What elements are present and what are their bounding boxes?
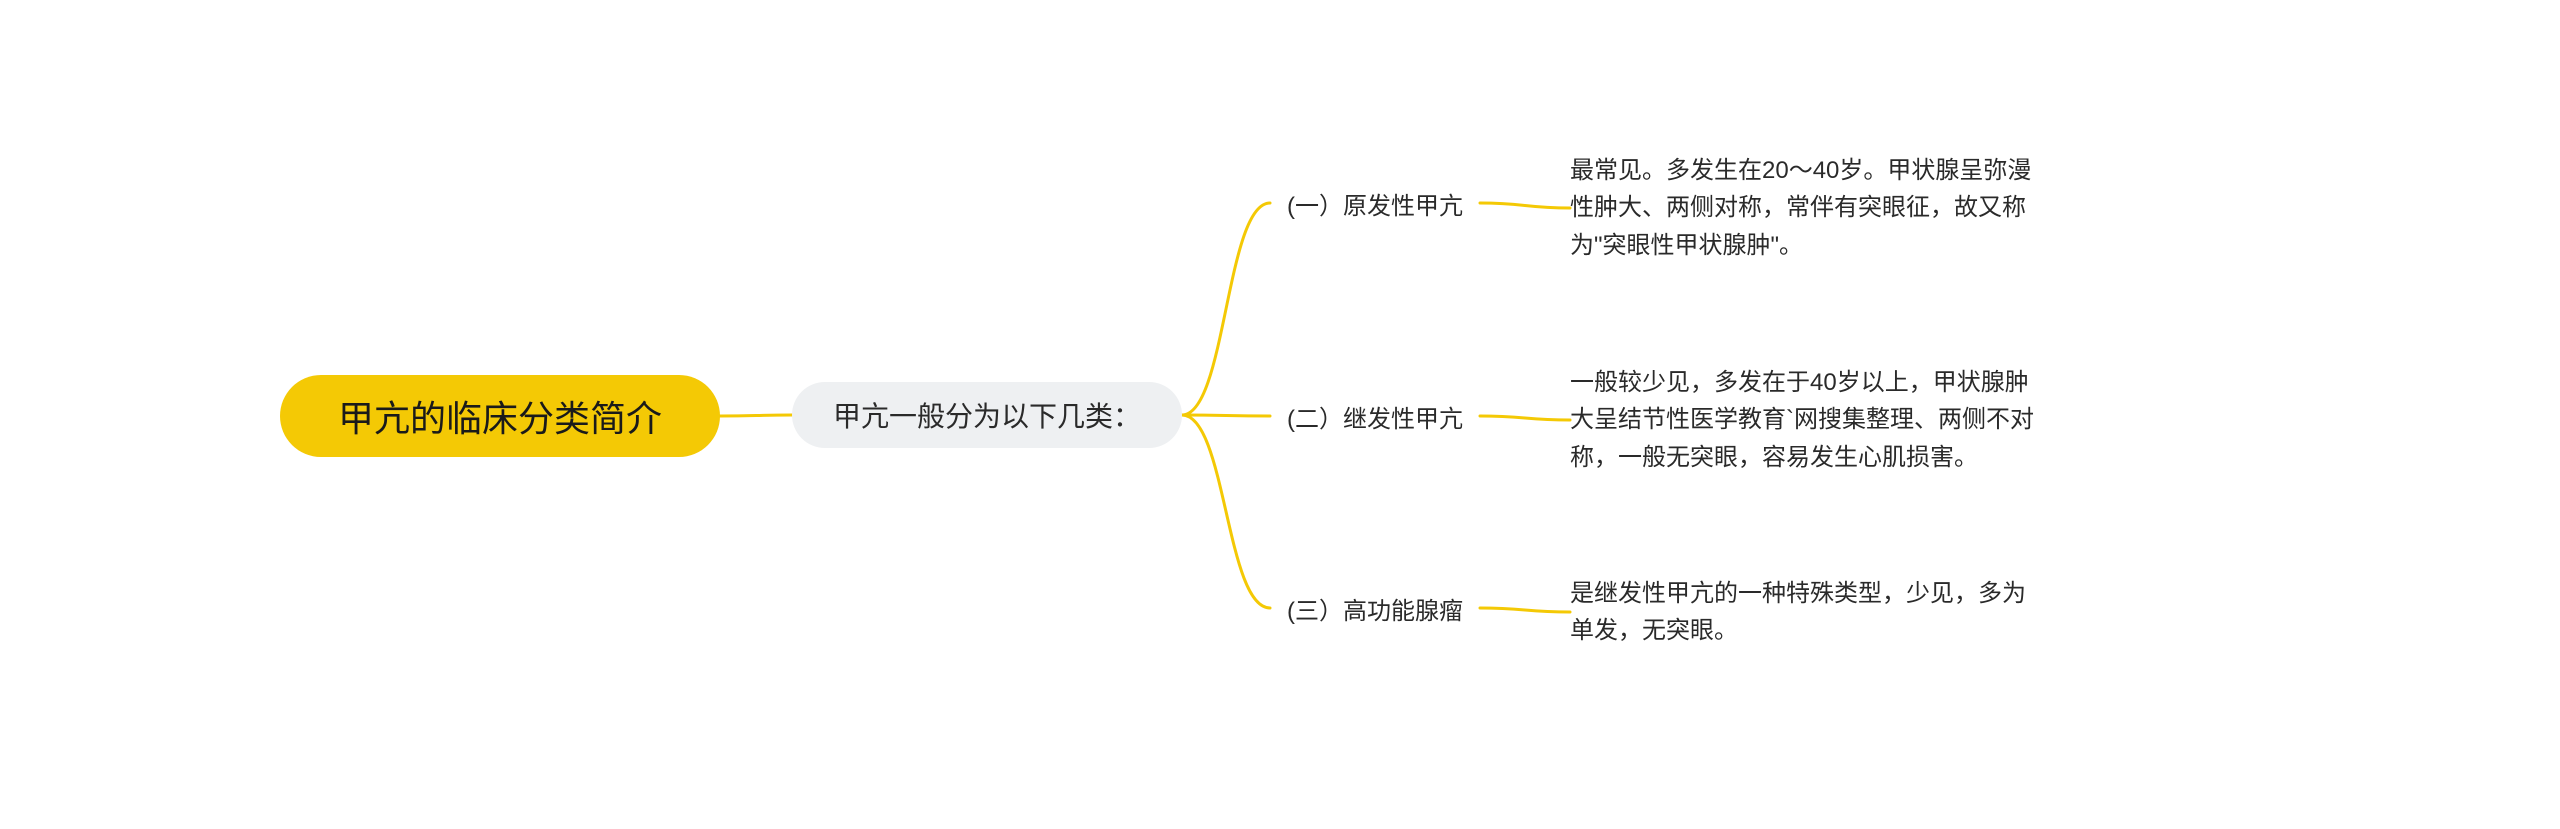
sub-node: 甲亢一般分为以下几类： xyxy=(792,382,1182,448)
connector xyxy=(1182,415,1270,416)
branch-node-2: (二）继发性甲亢 xyxy=(1270,398,1480,434)
connector xyxy=(1480,416,1570,420)
leaf-node-1: 最常见。多发生在20～40岁。甲状腺呈弥漫性肿大、两侧对称，常伴有突眼征，故又称… xyxy=(1570,148,2040,268)
branch-node-3: (三）高功能腺瘤 xyxy=(1270,590,1480,626)
connector xyxy=(1480,608,1570,612)
branch-node-1: (一）原发性甲亢 xyxy=(1270,185,1480,221)
root-node: 甲亢的临床分类简介 xyxy=(280,375,720,457)
connector xyxy=(1182,415,1270,608)
connector xyxy=(1182,203,1270,415)
connector xyxy=(720,415,792,416)
leaf-node-2: 一般较少见，多发在于40岁以上，甲状腺肿大呈结节性医学教育`网搜集整理、两侧不对… xyxy=(1570,360,2040,480)
connector xyxy=(1480,203,1570,208)
leaf-node-3: 是继发性甲亢的一种特殊类型，少见，多为单发，无突眼。 xyxy=(1570,572,2040,652)
